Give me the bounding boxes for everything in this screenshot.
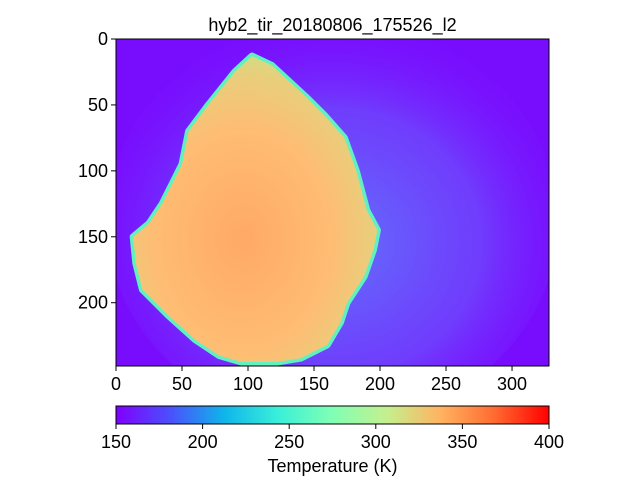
heatmap-plot xyxy=(116,39,549,366)
colorbar-tick-label: 200 xyxy=(188,432,218,452)
x-tick-label: 150 xyxy=(299,374,329,394)
y-tick-label: 0 xyxy=(98,29,108,49)
colorbar-label: Temperature (K) xyxy=(267,456,397,476)
x-tick-label: 200 xyxy=(365,374,395,394)
y-axis: 0 50 100 150 200 xyxy=(78,29,116,313)
chart-title: hyb2_tir_20180806_175526_l2 xyxy=(208,15,456,36)
x-tick-label: 250 xyxy=(431,374,461,394)
asteroid-body xyxy=(133,56,378,362)
y-tick-label: 200 xyxy=(78,293,108,313)
x-tick-label: 100 xyxy=(233,374,263,394)
x-tick-label: 300 xyxy=(497,374,527,394)
colorbar-tick-label: 150 xyxy=(101,432,131,452)
colorbar: 150 200 250 300 350 400 Temperature (K) xyxy=(101,405,564,476)
y-tick-label: 50 xyxy=(88,95,108,115)
colorbar-tick-label: 300 xyxy=(361,432,391,452)
x-tick-label: 0 xyxy=(111,374,121,394)
colorbar-tick-label: 250 xyxy=(274,432,304,452)
colorbar-ticks: 150 200 250 300 350 400 xyxy=(101,424,564,452)
colorbar-tick-label: 400 xyxy=(534,432,564,452)
colorbar-gradient xyxy=(115,405,550,425)
y-tick-label: 150 xyxy=(78,227,108,247)
colorbar-tick-label: 350 xyxy=(447,432,477,452)
x-axis: 0 50 100 150 200 250 300 xyxy=(111,366,527,394)
plot-frame xyxy=(115,38,550,367)
x-tick-label: 50 xyxy=(172,374,192,394)
y-tick-label: 100 xyxy=(78,161,108,181)
